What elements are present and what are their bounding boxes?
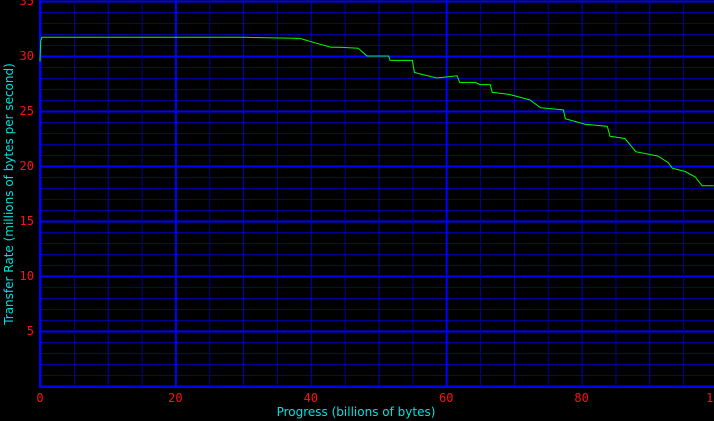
x-tick-label: 100 <box>706 391 714 405</box>
y-tick-label: 25 <box>20 104 34 118</box>
y-tick-label: 30 <box>20 49 34 63</box>
x-tick-label: 80 <box>574 391 588 405</box>
y-tick-label: 20 <box>20 159 34 173</box>
x-tick-label: 40 <box>304 391 318 405</box>
y-tick-label: 35 <box>20 0 34 8</box>
x-axis-label: Progress (billions of bytes) <box>277 405 436 419</box>
y-axis-label: Transfer Rate (millions of bytes per sec… <box>2 63 16 326</box>
grid <box>39 0 714 388</box>
x-tick-label: 20 <box>168 391 182 405</box>
y-tick-label: 5 <box>27 324 34 338</box>
x-tick-label: 0 <box>36 391 43 405</box>
series-line <box>39 36 714 187</box>
tick-labels: 5 10 15 20 25 30 35 0 20 40 60 80 100 <box>20 0 714 405</box>
y-tick-label: 10 <box>20 269 34 283</box>
x-tick-label: 60 <box>439 391 453 405</box>
y-tick-label: 15 <box>20 214 34 228</box>
